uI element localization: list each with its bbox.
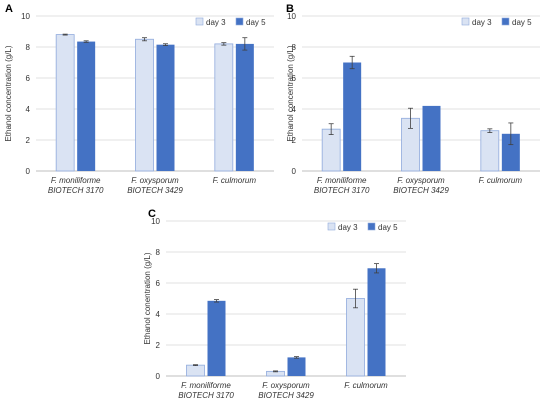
bar-day3 — [346, 298, 365, 377]
x-tick-label: F. moniliforme — [317, 176, 367, 185]
bar-day5 — [367, 268, 386, 376]
bar-day5 — [343, 62, 362, 171]
chart-panel-b: B 0 2 4 6 8 10 Ethanol concentration (g/L) F. mo… — [286, 3, 540, 195]
y-tick-label: 2 — [26, 136, 31, 145]
legend-swatch — [501, 17, 510, 26]
x-tick-label: BIOTECH 3429 — [127, 186, 183, 195]
x-tick-label: BIOTECH 3170 — [314, 186, 370, 195]
y-tick-label: 4 — [156, 310, 161, 319]
legend-label: day 5 — [512, 18, 532, 27]
legend-label: day 3 — [206, 18, 226, 27]
y-tick-label: 8 — [292, 43, 297, 52]
y-tick-label: 0 — [292, 167, 297, 176]
legend-label: day 3 — [472, 18, 492, 27]
legend-label: day 5 — [246, 18, 266, 27]
legend-swatch — [367, 222, 376, 231]
x-tick-label: F. oxysporum — [131, 176, 179, 185]
bar-day5 — [235, 43, 254, 171]
y-tick-label: 6 — [156, 279, 161, 288]
bar-day5 — [77, 41, 96, 172]
panel-letter: B — [286, 3, 294, 15]
x-tick-label: BIOTECH 3170 — [178, 391, 234, 400]
x-tick-label: BIOTECH 3429 — [393, 186, 449, 195]
x-tick-label: F. culmorum — [479, 176, 523, 185]
bar-day3 — [214, 43, 234, 172]
y-tick-label: 4 — [292, 105, 297, 114]
y-tick-label: 10 — [287, 12, 296, 21]
bar-day3 — [135, 38, 154, 172]
bar-day5 — [422, 105, 441, 171]
x-tick-label: BIOTECH 3170 — [48, 186, 104, 195]
y-tick-label: 0 — [26, 167, 31, 176]
bar-day5 — [207, 300, 226, 376]
y-axis-label: Ethanol conentration (g/L) — [143, 252, 152, 344]
x-tick-label: F. moniliforme — [51, 176, 101, 185]
x-tick-label: F. oxysporum — [397, 176, 445, 185]
x-tick-label: BIOTECH 3429 — [258, 391, 314, 400]
y-tick-label: 4 — [26, 105, 31, 114]
y-tick-label: 2 — [156, 341, 161, 350]
panel-letter: C — [148, 208, 156, 220]
legend-swatch — [195, 17, 204, 26]
legend-label: day 5 — [378, 223, 398, 232]
y-tick-label: 8 — [26, 43, 31, 52]
x-tick-label: F. moniliforme — [181, 381, 231, 390]
bar-day5 — [287, 357, 306, 376]
bar-day5 — [501, 133, 520, 171]
panel-letter: A — [5, 3, 13, 15]
x-tick-label: F. culmorum — [344, 381, 388, 390]
legend-swatch — [461, 17, 470, 26]
y-axis-label: Ethanol concentration (g/L) — [286, 45, 295, 141]
y-tick-label: 8 — [156, 248, 161, 257]
y-axis-label: Ethanol concentration (g/L) — [4, 45, 13, 141]
bar-day3 — [480, 130, 500, 172]
y-tick-label: 6 — [292, 74, 297, 83]
bar-day3 — [55, 34, 75, 172]
bar-day3 — [321, 128, 341, 172]
x-tick-label: F. culmorum — [213, 176, 257, 185]
chart-panel-c: C 0 2 4 6 8 10 Ethanol conentration (g/L) F. mon… — [143, 208, 406, 400]
legend-label: day 3 — [338, 223, 358, 232]
y-tick-label: 10 — [151, 217, 160, 226]
y-tick-label: 0 — [156, 372, 161, 381]
y-tick-label: 6 — [26, 74, 31, 83]
y-tick-label: 10 — [21, 12, 30, 21]
bar-day3 — [186, 364, 205, 377]
y-tick-label: 2 — [292, 136, 297, 145]
bar-day5 — [156, 44, 175, 171]
legend-swatch — [235, 17, 244, 26]
x-tick-label: F. oxysporum — [262, 381, 310, 390]
chart-panel-a: A 0 2 4 6 8 10 Ethanol concentration (g/L) F. mo… — [4, 3, 274, 195]
legend-swatch — [327, 222, 336, 231]
